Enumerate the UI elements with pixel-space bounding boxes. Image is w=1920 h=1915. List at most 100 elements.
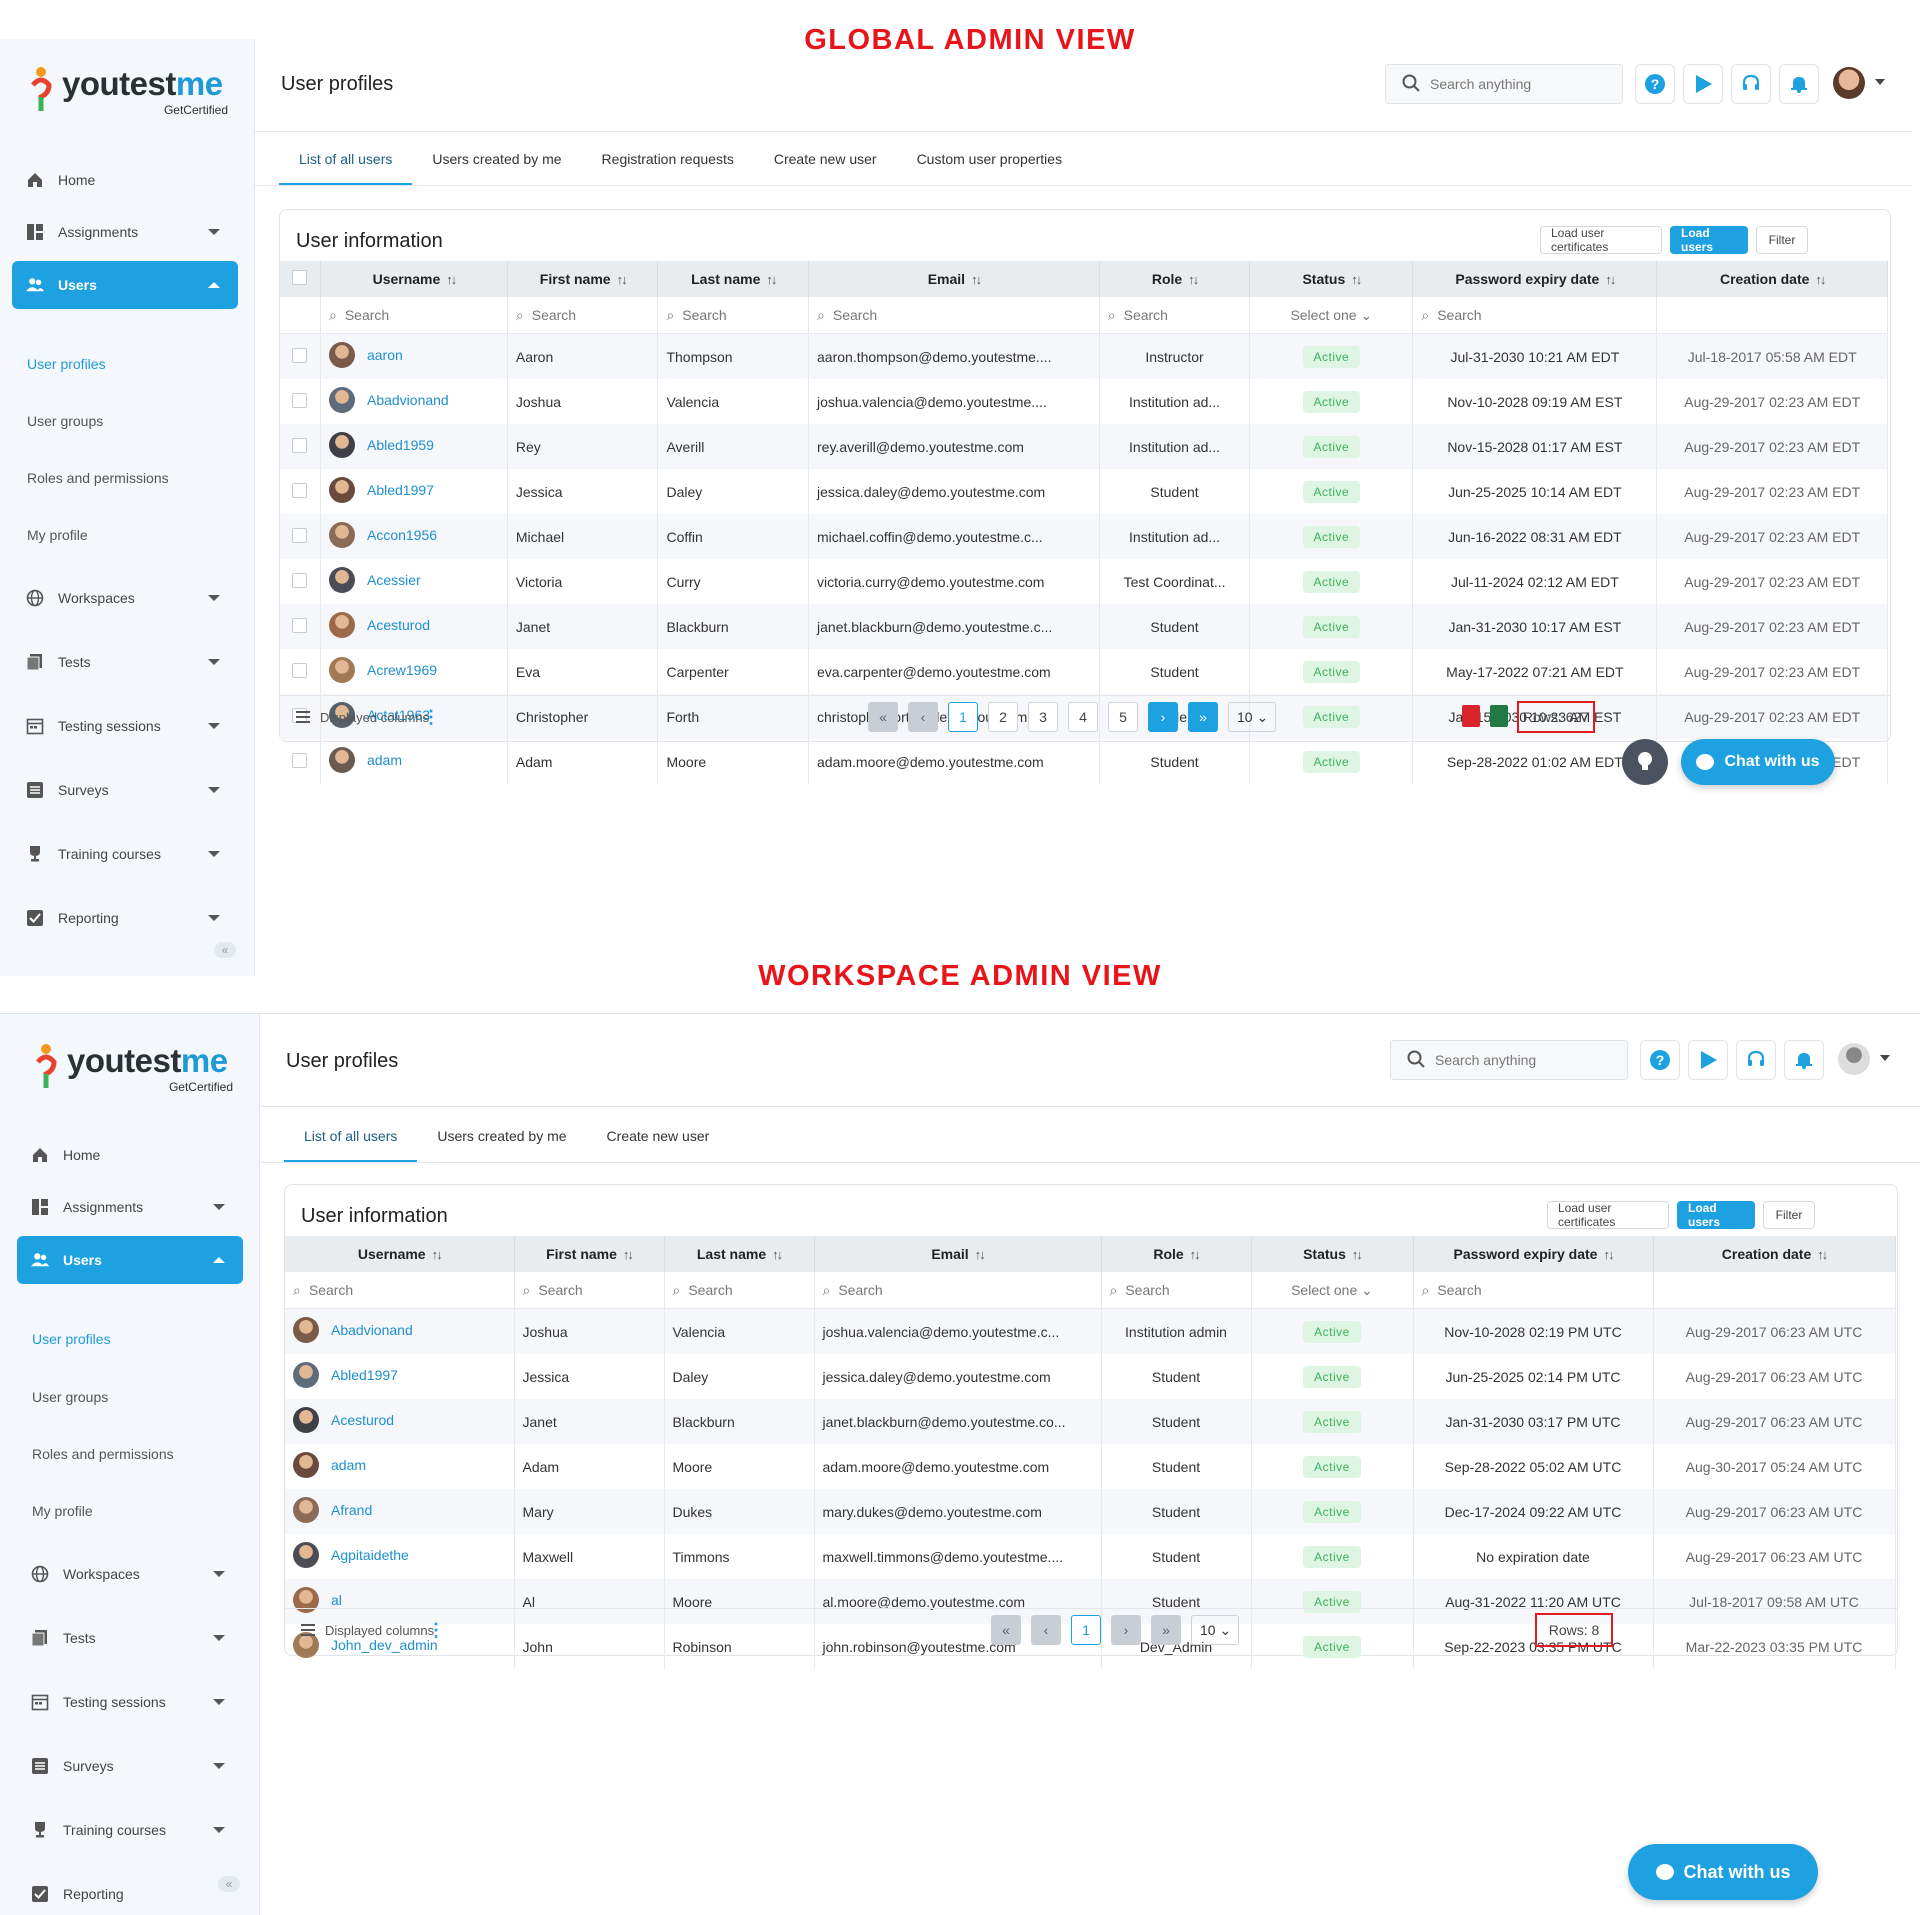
user-avatar[interactable] <box>1838 1043 1870 1075</box>
table-row[interactable]: Abled1997 Jessica Daley jessica.daley@demo.… <box>285 1354 1896 1399</box>
row-select-cell[interactable] <box>280 739 321 784</box>
username-link[interactable]: Abadvionand <box>366 392 449 408</box>
sort-icon[interactable]: ↑↓ <box>616 272 628 287</box>
col-first-name[interactable]: First name ↑↓ <box>507 261 659 297</box>
export-excel-icon[interactable] <box>1490 705 1508 727</box>
row-select-cell[interactable] <box>280 649 321 694</box>
row-checkbox[interactable] <box>292 392 308 408</box>
collapse-sidebar-icon[interactable]: « <box>214 942 236 958</box>
tips-button[interactable] <box>1622 739 1668 785</box>
table-row[interactable]: Agpitaidethe Maxwell Timmons maxwell.timmon… <box>285 1534 1896 1579</box>
username-link[interactable]: Acesturod <box>366 617 431 633</box>
nav-testing-sessions[interactable]: Testing sessions <box>17 1678 243 1726</box>
load-users-button[interactable]: Load users <box>1670 226 1748 254</box>
filter-button[interactable]: Filter <box>1763 1201 1815 1229</box>
nav-tests[interactable]: Tests <box>12 638 238 686</box>
support-button[interactable] <box>1736 1040 1776 1080</box>
username-cell[interactable]: Abled1959 <box>320 424 508 469</box>
tab-list-of-all-users[interactable]: List of all users <box>279 133 413 185</box>
col-status[interactable]: Status ↑↓ <box>1251 1236 1414 1272</box>
username-link[interactable]: Afrand <box>331 1502 373 1518</box>
nav-my-profile[interactable]: My profile <box>27 527 88 543</box>
username-link[interactable]: Abled1959 <box>366 437 434 453</box>
last-page-button[interactable]: » <box>1151 1615 1181 1645</box>
nav-training-courses[interactable]: Training courses <box>12 830 238 878</box>
row-checkbox[interactable] <box>292 662 308 678</box>
logo[interactable]: youtestme GetCertified <box>28 61 228 117</box>
next-page-button[interactable]: › <box>1111 1615 1141 1645</box>
sort-icon[interactable]: ↑↓ <box>1188 272 1199 287</box>
table-row[interactable]: Acesturod Janet Blackburn janet.blackburn@d… <box>285 1399 1896 1444</box>
table-row[interactable]: aaron Aaron Thompson aaron.thompson@demo.yo… <box>280 333 1888 379</box>
global-search-input[interactable]: Search anything <box>1390 1040 1628 1080</box>
first-page-button[interactable]: « <box>868 702 898 732</box>
nav-user-groups[interactable]: User groups <box>32 1389 109 1405</box>
sort-icon[interactable]: ↑↓ <box>1351 272 1362 287</box>
nav-assignments[interactable]: Assignments <box>17 1183 243 1231</box>
filter-last-name-input[interactable]: ⌕ Search <box>664 1272 815 1309</box>
prev-page-button[interactable]: ‹ <box>908 702 938 732</box>
row-checkbox[interactable] <box>292 482 308 498</box>
nav-home[interactable]: Home <box>12 156 238 204</box>
chevron-down-icon[interactable] <box>1880 1055 1890 1061</box>
filter-email-input[interactable]: ⌕ Search <box>814 1272 1102 1309</box>
tab-users-created-by-me[interactable]: Users created by me <box>432 151 562 167</box>
nav-assignments[interactable]: Assignments <box>12 208 238 256</box>
username-cell[interactable]: Abadvionand <box>320 379 508 424</box>
page-size-select[interactable]: 10 ⌄ <box>1228 702 1276 732</box>
username-cell[interactable]: Acrew1969 <box>320 649 508 694</box>
nav-surveys[interactable]: Surveys <box>12 766 238 814</box>
username-link[interactable]: John_dev_admin <box>331 1637 438 1653</box>
row-select-cell[interactable] <box>280 424 321 469</box>
nav-user-profiles[interactable]: User profiles <box>32 1331 111 1347</box>
first-page-button[interactable]: « <box>991 1615 1021 1645</box>
load-user-certificates-button[interactable]: Load user certificates <box>1547 1201 1669 1229</box>
sort-icon[interactable]: ↑↓ <box>1815 272 1826 287</box>
displayed-columns-button[interactable]: Displayed columns <box>296 710 429 725</box>
username-cell[interactable]: adam <box>285 1444 515 1489</box>
username-link[interactable]: Accon1956 <box>366 527 438 543</box>
more-options-icon[interactable]: ⋮ <box>422 706 440 727</box>
username-link[interactable]: al <box>331 1592 342 1608</box>
username-cell[interactable]: Abled1997 <box>285 1354 515 1399</box>
load-users-button[interactable]: Load users <box>1677 1201 1755 1229</box>
row-select-cell[interactable] <box>280 559 321 604</box>
tab-list-of-all-users[interactable]: List of all users <box>284 1110 418 1162</box>
table-row[interactable]: Abadvionand Joshua Valencia joshua.valencia… <box>285 1308 1896 1354</box>
col-creation-date[interactable]: Creation date ↑↓ <box>1653 1236 1896 1272</box>
row-checkbox[interactable] <box>292 617 308 633</box>
nav-reporting[interactable]: Reporting <box>17 1870 243 1915</box>
row-checkbox[interactable] <box>292 347 308 363</box>
page-4-button[interactable]: 4 <box>1068 702 1098 732</box>
chevron-down-icon[interactable] <box>1875 79 1885 85</box>
table-row[interactable]: Afrand Mary Dukes mary.dukes@demo.youtestme… <box>285 1489 1896 1534</box>
username-cell[interactable]: John_dev_admin <box>285 1624 515 1669</box>
tab-custom-user-properties[interactable]: Custom user properties <box>916 151 1063 167</box>
nav-user-profiles[interactable]: User profiles <box>27 356 106 372</box>
tab-users-created-by-me[interactable]: Users created by me <box>437 1128 567 1144</box>
more-options-icon[interactable]: ⋮ <box>427 1619 445 1640</box>
sort-icon[interactable]: ↑↓ <box>772 1247 783 1262</box>
sort-icon[interactable]: ↑↓ <box>1817 1247 1828 1262</box>
last-page-button[interactable]: » <box>1188 702 1218 732</box>
username-cell[interactable]: Abled1997 <box>320 469 508 514</box>
logo[interactable]: youtestme GetCertified <box>33 1038 233 1094</box>
username-link[interactable]: adam <box>366 752 403 768</box>
table-row[interactable]: Acrew1969 Eva Carpenter eva.carpenter@demo.… <box>280 649 1888 694</box>
col-username[interactable]: Username ↑↓ <box>320 261 508 297</box>
col-status[interactable]: Status ↑↓ <box>1249 261 1414 297</box>
filter-email-input[interactable]: ⌕ Search <box>808 297 1100 334</box>
col-password-expiry[interactable]: Password expiry date ↑↓ <box>1413 1236 1654 1272</box>
username-link[interactable]: adam <box>331 1457 367 1473</box>
username-cell[interactable]: al <box>285 1579 515 1624</box>
username-link[interactable]: aaron <box>366 347 403 363</box>
sort-icon[interactable]: ↑↓ <box>1351 1247 1363 1262</box>
collapse-sidebar-icon[interactable]: « <box>218 1876 240 1892</box>
tab-registration-requests[interactable]: Registration requests <box>601 151 734 167</box>
chat-with-us-button[interactable]: Chat with us <box>1681 739 1835 785</box>
sort-icon[interactable]: ↑↓ <box>622 1247 634 1262</box>
username-cell[interactable]: Abadvionand <box>285 1308 515 1354</box>
filter-role-input[interactable]: ⌕ Search <box>1101 1272 1252 1309</box>
username-link[interactable]: Agpitaidethe <box>331 1547 409 1563</box>
row-checkbox[interactable] <box>292 752 308 768</box>
